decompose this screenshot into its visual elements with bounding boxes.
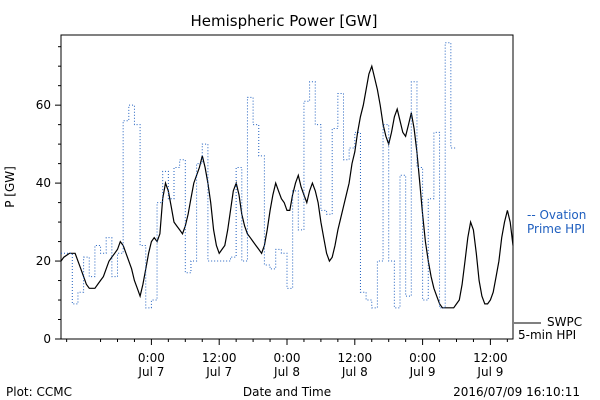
- series-swpc-5min-hpi: [60, 64, 514, 309]
- y-tick-label: 0: [43, 332, 51, 346]
- y-tick-label: 60: [36, 98, 51, 112]
- x-tick-label-date: Jul 9: [476, 365, 503, 379]
- legend-swpc: SWPC 5-min HPI: [514, 315, 582, 342]
- x-axis-label: Date and Time: [243, 385, 331, 399]
- x-tick-label-date: Jul 7: [205, 365, 232, 379]
- x-tick-label-date: Jul 7: [137, 365, 164, 379]
- x-tick-label-time: 12:00: [202, 351, 237, 365]
- x-tick-label-date: Jul 8: [341, 365, 368, 379]
- y-axis-label: P [GW]: [3, 166, 17, 208]
- y-tick-label: 40: [36, 176, 51, 190]
- x-tick-label-time: 12:00: [473, 351, 508, 365]
- series-lines: [60, 42, 514, 309]
- legend-ovation-line2: Prime HPI: [527, 222, 585, 236]
- x-tick-label-time: 0:00: [409, 351, 436, 365]
- legend-swpc-line2: 5-min HPI: [518, 328, 576, 342]
- x-tick-label-time: 0:00: [274, 351, 301, 365]
- y-axis-ticks: 0 20 40 60: [36, 46, 61, 346]
- y-tick-label: 20: [36, 254, 51, 268]
- legend-ovation: -- Ovation Prime HPI: [527, 208, 586, 236]
- series-ovation-prime-hpi: [61, 42, 457, 309]
- x-tick-label-date: Jul 8: [273, 365, 300, 379]
- x-tick-label-time: 12:00: [338, 351, 373, 365]
- x-tick-label-time: 0:00: [138, 351, 165, 365]
- footer-timestamp: 2016/07/09 16:10:11: [453, 385, 580, 399]
- x-tick-label-date: Jul 9: [409, 365, 436, 379]
- legend-ovation-line1: -- Ovation: [527, 208, 586, 222]
- footer-plot-credit: Plot: CCMC: [6, 385, 72, 399]
- plot-area-frame: [60, 34, 514, 340]
- chart-title: Hemispheric Power [GW]: [191, 12, 378, 30]
- legend-swpc-line1: SWPC: [547, 315, 582, 329]
